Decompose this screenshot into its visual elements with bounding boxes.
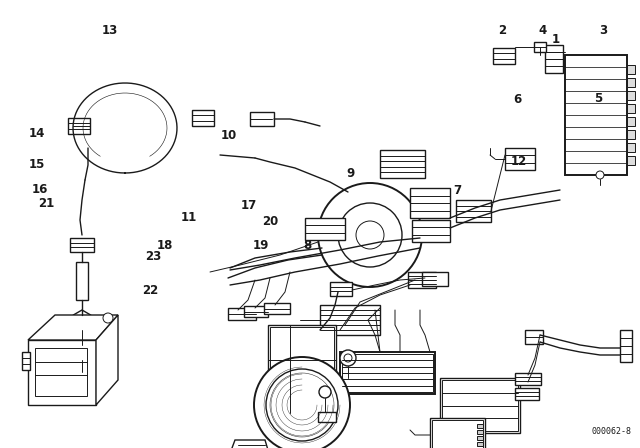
Bar [515, 373, 541, 385]
Bar [270, 327, 334, 411]
Bar [493, 48, 515, 64]
Bar [192, 110, 214, 126]
Bar [70, 238, 94, 252]
Polygon shape [232, 440, 268, 448]
Bar [65, 378, 73, 386]
Text: 4: 4 [539, 24, 547, 37]
Circle shape [356, 221, 384, 249]
Bar [627, 117, 635, 126]
Text: 5: 5 [594, 92, 602, 105]
Bar [28, 340, 96, 405]
Text: 19: 19 [253, 239, 269, 252]
Bar [627, 156, 635, 165]
Bar [318, 412, 336, 422]
Bar [422, 272, 448, 286]
Text: 22: 22 [142, 284, 159, 297]
Text: 13: 13 [102, 24, 118, 37]
Text: 000062-8: 000062-8 [592, 427, 632, 436]
Circle shape [274, 377, 330, 433]
Text: 10: 10 [221, 129, 237, 142]
Circle shape [280, 383, 324, 427]
Circle shape [103, 313, 113, 323]
Bar [627, 130, 635, 139]
Circle shape [318, 183, 422, 287]
Text: 23: 23 [145, 250, 162, 263]
Bar [627, 143, 635, 152]
Text: 20: 20 [262, 215, 278, 228]
Bar [228, 308, 256, 320]
Text: 3: 3 [599, 24, 607, 37]
Bar [76, 262, 88, 300]
Bar [432, 420, 483, 448]
Circle shape [77, 350, 87, 360]
Bar [320, 305, 380, 335]
Circle shape [68, 368, 96, 396]
Polygon shape [96, 315, 118, 405]
Bar [412, 220, 450, 242]
Circle shape [596, 171, 604, 179]
Text: 18: 18 [157, 239, 173, 252]
Text: 9: 9 [347, 167, 355, 181]
Bar [330, 282, 352, 296]
Text: 6: 6 [513, 93, 521, 106]
Bar [515, 388, 539, 400]
Text: 16: 16 [31, 182, 48, 196]
Text: 8: 8 [303, 239, 311, 252]
Bar [627, 104, 635, 113]
Circle shape [340, 350, 356, 366]
Bar [477, 430, 483, 434]
Text: 2: 2 [498, 24, 506, 37]
Bar [410, 188, 450, 218]
Bar [380, 150, 425, 178]
Bar [620, 330, 632, 362]
Bar [477, 436, 483, 440]
Bar [565, 55, 627, 175]
Circle shape [266, 369, 338, 441]
Bar [430, 418, 485, 448]
Bar [35, 348, 87, 396]
Bar [505, 148, 535, 170]
Circle shape [344, 354, 352, 362]
Bar [525, 330, 543, 344]
Circle shape [338, 203, 402, 267]
Text: 15: 15 [29, 158, 45, 172]
Circle shape [270, 373, 334, 437]
Bar [477, 442, 483, 446]
Bar [250, 112, 274, 126]
Ellipse shape [69, 350, 95, 360]
Bar [456, 200, 491, 222]
Circle shape [292, 395, 312, 415]
Text: 11: 11 [180, 211, 197, 224]
Bar [22, 352, 30, 370]
Bar [340, 352, 435, 394]
Polygon shape [28, 315, 118, 340]
Bar [68, 118, 90, 134]
Bar [440, 378, 520, 433]
Bar [342, 354, 433, 392]
Bar [534, 42, 546, 52]
Text: 17: 17 [240, 198, 257, 212]
Bar [268, 325, 336, 413]
Bar [305, 218, 345, 240]
Text: 12: 12 [510, 155, 527, 168]
Bar [442, 380, 518, 431]
Bar [264, 303, 290, 314]
Bar [545, 45, 563, 73]
Bar [627, 91, 635, 100]
Circle shape [75, 375, 89, 389]
Bar [408, 272, 436, 288]
Bar [627, 65, 635, 74]
Polygon shape [74, 310, 91, 330]
Circle shape [254, 357, 350, 448]
Bar [627, 78, 635, 87]
Text: 21: 21 [38, 197, 54, 211]
Circle shape [319, 386, 331, 398]
Text: 14: 14 [29, 127, 45, 140]
Bar [91, 378, 99, 386]
Bar [477, 424, 483, 428]
Text: 7: 7 [453, 184, 461, 197]
Text: 1: 1 [552, 33, 559, 46]
Bar [244, 306, 268, 317]
